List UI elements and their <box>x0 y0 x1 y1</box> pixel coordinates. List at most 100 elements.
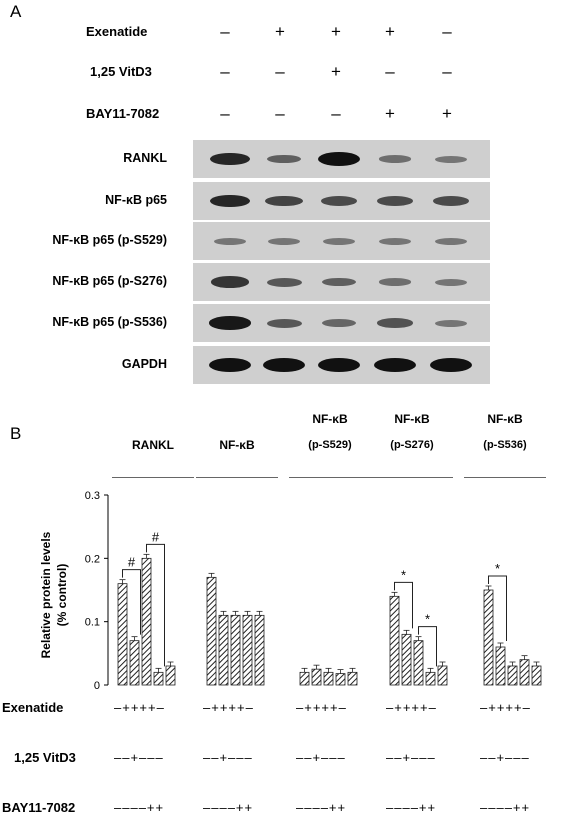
bar-chart: 0 0.1 0.2 0.3 # # * * * <box>85 490 542 690</box>
bar <box>218 614 229 686</box>
group-title-line: RANKL <box>132 438 174 452</box>
bar <box>299 671 310 686</box>
group-title: NF-κB (p-S276) <box>367 406 457 458</box>
treatment-row-signs: –++++– <box>480 700 531 715</box>
y-axis-label: Relative protein levels (% control) <box>39 531 69 659</box>
blot-band <box>376 196 414 206</box>
treatment-row-label: BAY11-7082 <box>2 800 76 815</box>
treatment-row-signs: ––––++ <box>296 800 347 815</box>
blot-strip <box>193 346 490 384</box>
treatment-row-signs: ––+––– <box>114 750 164 765</box>
blot-band <box>378 278 412 286</box>
blot-band <box>263 358 305 372</box>
group-title: RANKL <box>108 432 198 458</box>
chart-axes: 0 0.1 0.2 0.3 <box>85 490 109 690</box>
panel-a-label: A <box>10 2 22 21</box>
blot-band <box>434 155 468 163</box>
bar <box>335 673 346 686</box>
treatment-sign: + <box>442 104 452 123</box>
bar <box>389 595 400 686</box>
treatment-sign: + <box>385 104 395 123</box>
y-axis-label-wrap: Relative protein levels (% control) <box>14 500 94 690</box>
treatment-sign: + <box>331 62 341 81</box>
treatment-row-signs: –++++– <box>203 700 254 715</box>
bar <box>311 668 322 686</box>
y-tick-label: 0.3 <box>85 490 100 502</box>
bar <box>507 665 518 686</box>
blot-band <box>210 276 250 288</box>
blot-band <box>267 237 301 245</box>
significance-symbol: # <box>128 555 136 570</box>
treatment-sign: – <box>442 22 452 41</box>
treatment-row-signs: ––––++ <box>480 800 531 815</box>
treatment-sign: – <box>385 62 395 81</box>
treatment-row-label: 1,25 VitD3 <box>14 750 76 765</box>
blot-band <box>320 196 358 206</box>
group-title-line: (p-S529) <box>308 439 352 451</box>
group-line <box>289 477 371 478</box>
bar <box>165 665 176 686</box>
blot-band <box>377 318 413 328</box>
blot-label: NF-κB p65 (p-S536) <box>52 315 167 329</box>
bar <box>129 640 140 686</box>
treatment-row-signs: ––+––– <box>203 750 253 765</box>
blot-label: NF-κB p65 (p-S529) <box>52 233 167 247</box>
blot-band <box>322 319 356 327</box>
treatment-sign: – <box>275 104 285 123</box>
blot-band <box>266 318 302 328</box>
bar <box>425 671 436 686</box>
blot-strip <box>193 140 490 178</box>
significance-symbol: # <box>152 529 160 544</box>
blot-band <box>209 358 251 372</box>
bar <box>347 671 358 686</box>
bar <box>437 665 448 686</box>
treatment-row-signs: –++++– <box>114 700 165 715</box>
treatment-row-signs: ––+––– <box>480 750 530 765</box>
blot-band <box>432 196 470 206</box>
group-title-line: NF-κB <box>312 412 348 426</box>
group-title-line: NF-κB <box>394 412 430 426</box>
panel-b-label: B <box>10 424 22 443</box>
bar <box>153 671 164 686</box>
treatment-sign: – <box>331 104 341 123</box>
blot-label: RANKL <box>123 151 167 165</box>
treatment-sign: – <box>220 22 230 41</box>
group-line <box>196 477 278 478</box>
blot-band <box>321 277 357 287</box>
treatment-sign: – <box>275 62 285 81</box>
treatment-label: Exenatide <box>86 24 148 39</box>
treatment-row-signs: ––––++ <box>203 800 254 815</box>
bar <box>413 640 424 686</box>
group-line <box>464 477 546 478</box>
blot-band <box>434 319 468 327</box>
treatment-row-signs: ––+––– <box>386 750 436 765</box>
bar <box>242 614 253 686</box>
group-title: NF-κB (p-S529) <box>285 406 375 458</box>
bar <box>141 557 152 686</box>
group-title-line: (p-S276) <box>390 439 434 451</box>
significance-symbol: * <box>401 567 406 582</box>
blot-band <box>318 152 360 166</box>
blot-strip <box>193 222 490 260</box>
blot-band <box>213 237 247 245</box>
blot-band <box>374 358 416 372</box>
bar <box>117 583 128 686</box>
bar <box>230 614 241 686</box>
bar <box>495 646 506 686</box>
bar <box>254 614 265 686</box>
blot-band <box>434 278 468 286</box>
blot-band <box>209 316 251 330</box>
significance-symbol: * <box>425 612 430 627</box>
bar <box>206 576 217 686</box>
treatment-sign: – <box>220 104 230 123</box>
blot-strip <box>193 182 490 220</box>
blot-label: NF-κB p65 (p-S276) <box>52 274 167 288</box>
blot-band <box>322 237 356 245</box>
blot-label: GAPDH <box>121 357 167 371</box>
bar <box>323 671 334 686</box>
bar <box>531 665 542 686</box>
blot-strip <box>193 304 490 342</box>
bar <box>401 633 412 686</box>
chart-annotations: # # * * * <box>122 529 507 667</box>
group-title-line: NF-κB <box>487 412 523 426</box>
